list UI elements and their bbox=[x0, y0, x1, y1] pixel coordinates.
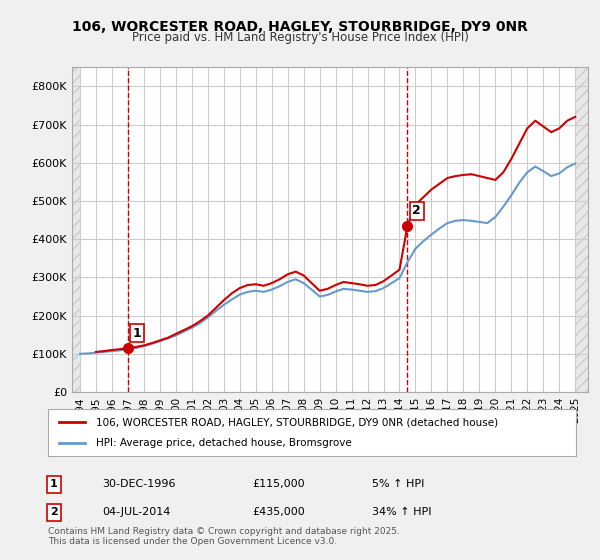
Text: 5% ↑ HPI: 5% ↑ HPI bbox=[372, 479, 424, 489]
Text: 1: 1 bbox=[50, 479, 58, 489]
Bar bbox=[575, 67, 588, 392]
Text: HPI: Average price, detached house, Bromsgrove: HPI: Average price, detached house, Brom… bbox=[95, 438, 351, 448]
Text: 2: 2 bbox=[50, 507, 58, 517]
Text: 30-DEC-1996: 30-DEC-1996 bbox=[102, 479, 176, 489]
Text: 106, WORCESTER ROAD, HAGLEY, STOURBRIDGE, DY9 0NR: 106, WORCESTER ROAD, HAGLEY, STOURBRIDGE… bbox=[72, 20, 528, 34]
Text: Contains HM Land Registry data © Crown copyright and database right 2025.
This d: Contains HM Land Registry data © Crown c… bbox=[48, 526, 400, 546]
Text: £115,000: £115,000 bbox=[252, 479, 305, 489]
Text: 04-JUL-2014: 04-JUL-2014 bbox=[102, 507, 170, 517]
Text: 1: 1 bbox=[133, 326, 141, 339]
Text: 106, WORCESTER ROAD, HAGLEY, STOURBRIDGE, DY9 0NR (detached house): 106, WORCESTER ROAD, HAGLEY, STOURBRIDGE… bbox=[95, 417, 497, 427]
Text: 34% ↑ HPI: 34% ↑ HPI bbox=[372, 507, 431, 517]
Bar bbox=[72, 67, 80, 392]
Text: 2: 2 bbox=[412, 204, 421, 217]
Text: £435,000: £435,000 bbox=[252, 507, 305, 517]
Text: Price paid vs. HM Land Registry's House Price Index (HPI): Price paid vs. HM Land Registry's House … bbox=[131, 31, 469, 44]
